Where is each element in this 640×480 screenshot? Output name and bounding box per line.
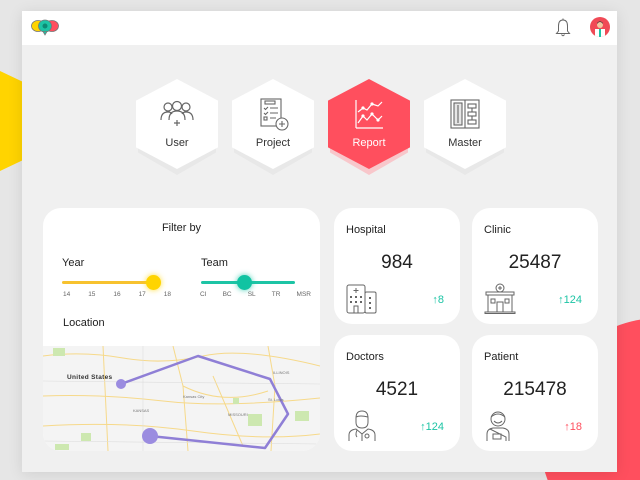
tick-label: 16	[113, 291, 121, 298]
tick-label: TR	[271, 291, 281, 298]
tick-label: 14	[63, 291, 71, 298]
team-ticks: CI BC SL TR MSR	[200, 291, 311, 298]
route-start-marker	[116, 379, 126, 389]
document-checklist-add-icon	[260, 98, 289, 131]
doctor-icon	[348, 410, 376, 441]
stat-delta: ↑124	[420, 421, 444, 433]
clinic-building-icon	[484, 283, 516, 314]
nav-item-label: Master	[448, 137, 482, 149]
year-slider-track[interactable]	[62, 281, 160, 284]
user-avatar[interactable]	[590, 17, 610, 37]
tick-label: BC	[222, 291, 232, 298]
layout-board-icon	[450, 99, 480, 129]
stat-title: Doctors	[346, 351, 384, 363]
stat-card-clinic[interactable]: Clinic 25487 ↑124	[472, 208, 598, 324]
tick-label: MSR	[296, 291, 311, 298]
location-map[interactable]: Kansas City KANSAS MISSOURI St. Louis IL…	[43, 346, 320, 451]
nav-item-label: User	[165, 137, 189, 149]
stat-title: Patient	[484, 351, 519, 363]
svg-text:MISSOURI: MISSOURI	[228, 412, 248, 417]
line-chart-icon	[355, 100, 383, 129]
stat-value: 984	[381, 252, 413, 273]
svg-text:Kansas City: Kansas City	[183, 394, 204, 399]
stat-value: 215478	[503, 379, 567, 400]
stat-card-hospital[interactable]: Hospital 984 ↑8	[334, 208, 460, 324]
stat-card-doctors[interactable]: Doctors 4521 ↑124	[334, 335, 460, 451]
team-slider-thumb[interactable]	[237, 275, 252, 290]
module-nav: User Project	[22, 79, 617, 179]
tick-label: 17	[138, 291, 146, 298]
nav-item-project[interactable]: Project	[232, 79, 314, 175]
stat-title: Hospital	[346, 224, 386, 236]
year-ticks: 14 15 16 17 18	[63, 291, 171, 298]
hospital-building-icon	[346, 284, 377, 314]
route-end-marker	[142, 428, 158, 444]
year-slider[interactable]	[62, 275, 162, 290]
location-label: Location	[63, 317, 105, 329]
stat-value: 25487	[508, 252, 562, 273]
year-slider-thumb[interactable]	[146, 275, 161, 290]
speech-bubbles-logo-icon[interactable]	[30, 18, 60, 38]
team-label: Team	[201, 257, 228, 269]
tick-label: 18	[163, 291, 171, 298]
patient-icon	[486, 411, 510, 441]
doctor-avatar-icon	[595, 21, 605, 37]
users-add-icon	[160, 100, 194, 126]
stat-delta: ↑8	[432, 294, 444, 306]
top-header	[22, 11, 617, 45]
stat-delta: ↑18	[564, 421, 582, 433]
tick-label: CI	[200, 291, 207, 298]
team-slider[interactable]	[201, 275, 297, 290]
app-window: User Project	[22, 11, 617, 472]
stat-value: 4521	[375, 379, 419, 400]
svg-text:St. Louis: St. Louis	[268, 397, 284, 402]
stat-delta: ↑124	[558, 294, 582, 306]
bell-icon[interactable]	[555, 18, 571, 38]
tick-label: 15	[88, 291, 96, 298]
stat-title: Clinic	[484, 224, 511, 236]
stat-card-patient[interactable]: Patient 215478 ↑18	[472, 335, 598, 451]
map-canvas: Kansas City KANSAS MISSOURI St. Louis IL…	[43, 346, 320, 451]
nav-item-label: Project	[255, 137, 291, 149]
nav-item-user[interactable]: User	[136, 79, 218, 175]
map-country-label: United States	[67, 374, 113, 381]
filter-title: Filter by	[161, 222, 202, 234]
nav-item-label: Report	[352, 137, 386, 149]
decorative-yellow-shape	[0, 52, 24, 190]
filter-card: Filter by Year 14 15 16 17 18 Team CI BC…	[43, 208, 320, 451]
svg-text:KANSAS: KANSAS	[133, 408, 150, 413]
nav-item-report[interactable]: Report	[328, 79, 410, 175]
year-label: Year	[62, 257, 85, 269]
tick-label: SL	[247, 291, 256, 298]
nav-item-master[interactable]: Master	[424, 79, 506, 175]
svg-text:ILLINOIS: ILLINOIS	[273, 370, 290, 375]
